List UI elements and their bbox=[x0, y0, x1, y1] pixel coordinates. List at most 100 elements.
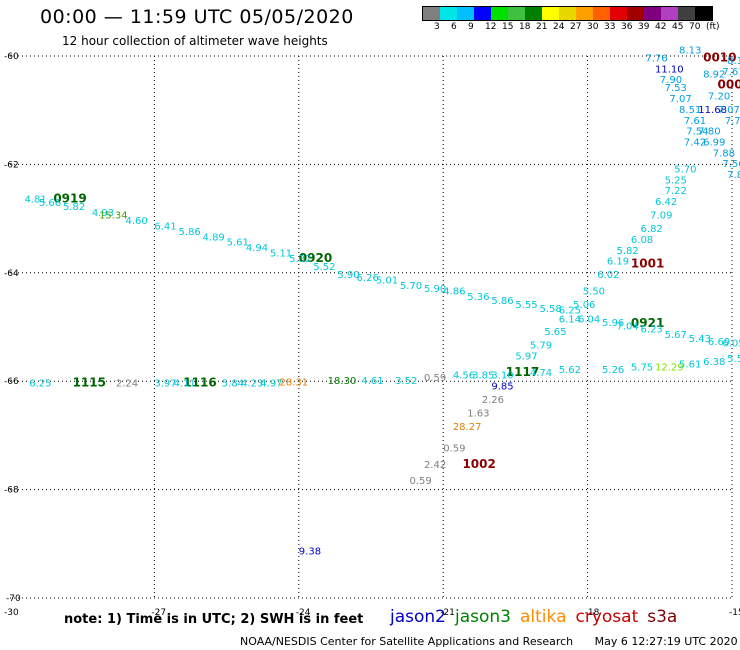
wave-height-label: 5.06 bbox=[573, 300, 595, 311]
wave-height-label: 11.10 bbox=[655, 64, 684, 75]
wave-height-label: 5.82 bbox=[616, 246, 638, 257]
wave-height-label: 5.25 bbox=[665, 175, 687, 186]
wave-height-label: 3.97 bbox=[154, 379, 176, 390]
wave-height-label: 6.08 bbox=[631, 235, 653, 246]
legend-label: 12 bbox=[485, 22, 497, 32]
wave-height-label: 7.22 bbox=[665, 186, 687, 197]
wave-height-label: 5.55 bbox=[515, 300, 537, 311]
wave-height-label: 4.97 bbox=[260, 379, 282, 390]
wave-height-label: 7.76 bbox=[645, 53, 667, 64]
pass-time-label: 1117 bbox=[506, 365, 539, 379]
wave-height-label: 28.31 bbox=[280, 378, 309, 389]
pass-time-label: 1002 bbox=[462, 457, 495, 471]
wave-height-label: 5.52 bbox=[313, 262, 335, 273]
wave-height-label: 0.59 bbox=[443, 444, 465, 455]
wave-height-label: 4.23 bbox=[241, 379, 263, 390]
chart-title: 00:00 — 11:59 UTC 05/05/2020 bbox=[40, 6, 354, 28]
wave-height-label: 5.75 bbox=[631, 362, 653, 373]
wave-height-label: 6.69 bbox=[708, 337, 730, 348]
legend-label: 42 bbox=[655, 22, 667, 32]
legend-swatch bbox=[661, 7, 678, 20]
footer-timestamp: May 6 12:27:19 UTC 2020 bbox=[594, 635, 738, 648]
wave-height-label: 5.43 bbox=[689, 334, 711, 345]
satellite-legend-jason2: jason2 bbox=[390, 607, 446, 627]
legend-label: 39 bbox=[638, 22, 650, 32]
wave-height-label: 4.89 bbox=[203, 232, 225, 243]
wave-height-label: 6.25 bbox=[559, 305, 581, 316]
pass-time-label: 1001 bbox=[631, 256, 664, 270]
legend-label: 6 bbox=[451, 22, 457, 32]
legend-swatch bbox=[644, 7, 661, 20]
wave-height-label: 3.85 bbox=[472, 370, 494, 381]
wave-height-label: 4.61 bbox=[361, 376, 383, 387]
wave-height-label: 6.25 bbox=[29, 379, 51, 390]
wave-height-label: 6.04 bbox=[578, 315, 600, 326]
wave-height-label: 9.38 bbox=[299, 547, 321, 558]
wave-height-label: 5.66 bbox=[39, 198, 61, 209]
wave-height-label: 6.05 bbox=[722, 339, 740, 350]
wave-height-label: 9.85 bbox=[491, 381, 513, 392]
legend-swatch bbox=[627, 7, 644, 20]
wave-height-label: 3.52 bbox=[395, 376, 417, 387]
legend-label: 15 bbox=[502, 22, 514, 32]
legend-swatch bbox=[576, 7, 593, 20]
wave-height-label: 7.07 bbox=[718, 105, 740, 116]
wave-height-label: 5.62 bbox=[559, 365, 581, 376]
wave-height-label: 7.56 bbox=[722, 159, 740, 170]
legend-label: 9 bbox=[468, 22, 474, 32]
x-tick-label: -21 bbox=[440, 608, 455, 618]
legend-label: 27 bbox=[570, 22, 582, 32]
x-tick-label: -24 bbox=[296, 608, 311, 618]
wave-height-label: 15.34 bbox=[99, 211, 128, 222]
axis-tick-labels: -27 -24 -21 -18 -15 -60 -62 -64 -66 -68 -70 -30 bbox=[4, 52, 740, 618]
wave-height-label: 5.90 bbox=[424, 284, 446, 295]
x-tick-label: -27 bbox=[151, 608, 166, 618]
legend-swatch bbox=[474, 7, 491, 20]
wave-height-label: 8.13 bbox=[679, 45, 701, 56]
wave-height-label: 6.99 bbox=[703, 137, 725, 148]
legend-swatch bbox=[423, 7, 440, 20]
wave-height-label: 6.38 bbox=[703, 357, 725, 368]
wave-height-label: 4.74 bbox=[530, 368, 552, 379]
wave-height-label: 7.07 bbox=[669, 94, 691, 105]
wave-height-label: 7.61 bbox=[684, 116, 706, 127]
satellite-legend-cryosat: cryosat bbox=[575, 607, 639, 627]
wave-height-label: 8.51 bbox=[679, 105, 701, 116]
wave-height-label: 4.60 bbox=[126, 216, 148, 227]
wave-height-label: 2.26 bbox=[482, 395, 504, 406]
wave-height-label: 5.86 bbox=[491, 296, 513, 307]
pass-time-label: 0920 bbox=[299, 251, 332, 265]
wave-height-label: 3.10 bbox=[491, 370, 513, 381]
wave-height-label: 0.59 bbox=[410, 476, 432, 487]
pass-time-label: 0010 bbox=[703, 50, 736, 64]
y-tick-label: -64 bbox=[4, 269, 19, 279]
wave-height-label: 12.29 bbox=[655, 362, 684, 373]
wave-height-label: 6.19 bbox=[607, 257, 629, 268]
color-legend-bar bbox=[422, 6, 713, 21]
satellite-legend-s3a: s3a bbox=[647, 607, 678, 627]
wave-height-label: 7.88 bbox=[713, 148, 735, 159]
wave-height-label: 4.86 bbox=[443, 286, 465, 297]
wave-height-label: 5.50 bbox=[583, 286, 605, 297]
legend-swatch bbox=[542, 7, 559, 20]
legend-label: 18 bbox=[519, 22, 531, 32]
footer-credit: NOAA/NESDIS Center for Satellite Applica… bbox=[240, 635, 574, 648]
wave-height-label: 1.63 bbox=[467, 408, 489, 419]
y-tick-label: -68 bbox=[4, 486, 19, 496]
wave-height-label: 6.14 bbox=[559, 315, 581, 326]
legend-swatch bbox=[440, 7, 457, 20]
x-tick-label: -18 bbox=[585, 608, 600, 618]
wave-height-label: 5.65 bbox=[544, 327, 566, 338]
wave-height-label: 7.20 bbox=[708, 91, 730, 102]
corner-tick-label: -30 bbox=[4, 608, 19, 618]
wave-height-label: 7.86 bbox=[727, 170, 740, 181]
wave-height-label: 28.27 bbox=[453, 422, 482, 433]
legend-swatch bbox=[491, 7, 508, 20]
satellite-legend-jason3: jason3 bbox=[455, 607, 511, 627]
satellite-legend-altika: altika bbox=[520, 607, 567, 627]
grid-lines bbox=[10, 55, 733, 599]
wave-height-label: 5.61 bbox=[679, 360, 701, 371]
wave-height-label: 4.56 bbox=[453, 370, 475, 381]
